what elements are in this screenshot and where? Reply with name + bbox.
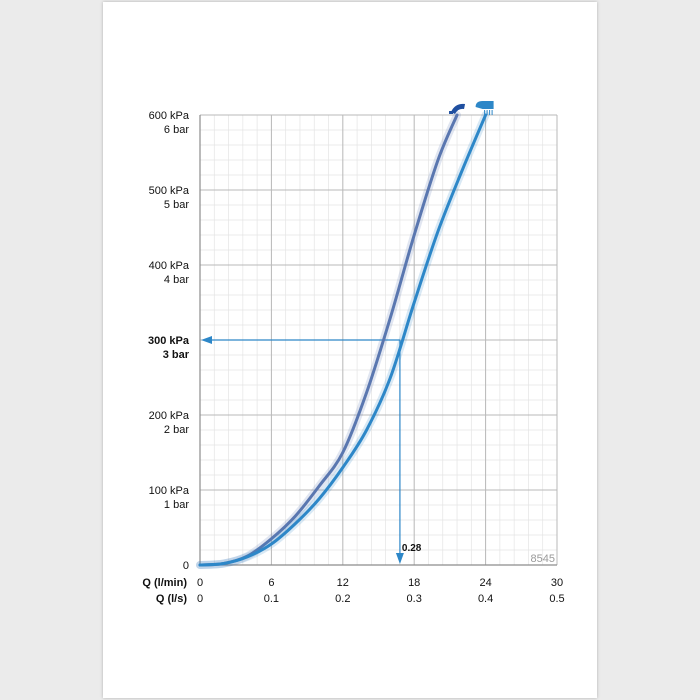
y-tick-label-kpa: 600 kPa	[149, 110, 190, 122]
tick-labels: 0 100 kPa 1 bar 200 kPa 2 bar 300 kPa 3 bar 400…	[142, 110, 564, 605]
x-tick-label-lpm: 6	[268, 577, 274, 589]
major-grid	[199, 114, 558, 566]
series-2-line	[198, 113, 488, 567]
annotation-arrow-left	[201, 336, 212, 344]
annotation-label: 0.28	[402, 543, 422, 554]
curves	[196, 111, 490, 569]
x-axis-label-ls: Q (l/s)	[156, 593, 188, 605]
chart-sheet: 0.28 0 100 kPa 1 bar 200 kPa 2 bar 300 kPa 3 b…	[103, 2, 597, 698]
x-tick-label-ls: 0.3	[407, 593, 422, 605]
y-tick-label-bar: 4 bar	[164, 274, 189, 286]
x-tick-label-lpm: 30	[551, 577, 563, 589]
flow-pressure-chart: 0.28 0 100 kPa 1 bar 200 kPa 2 bar 300 kPa 3 b…	[142, 101, 565, 605]
x-tick-label-lpm: 24	[479, 577, 491, 589]
shower-arm-shape	[449, 111, 454, 114]
y-tick-label-bar: 3 bar	[163, 349, 190, 361]
y-tick-label-kpa: 200 kPa	[149, 410, 190, 422]
y-tick-label: 0	[183, 560, 189, 572]
x-tick-label-ls: 0.2	[335, 593, 350, 605]
hand-shower-body	[475, 101, 494, 109]
y-tick-label-kpa: 500 kPa	[149, 185, 190, 197]
x-tick-label-lpm: 12	[337, 577, 349, 589]
x-tick-label-lpm: 0	[197, 577, 203, 589]
series-icons	[449, 101, 494, 115]
x-tick-label-lpm: 18	[408, 577, 420, 589]
y-tick-label-bar: 6 bar	[164, 124, 189, 136]
shower-head-shape	[451, 103, 466, 114]
x-tick-label-ls: 0.1	[264, 593, 279, 605]
product-code: 8545	[531, 553, 555, 565]
x-tick-label-ls: 0.4	[478, 593, 493, 605]
reading-annotation: 0.28	[201, 336, 422, 564]
y-tick-label-kpa: 400 kPa	[149, 260, 190, 272]
hand-shower-icon	[475, 101, 494, 115]
y-tick-label-bar: 1 bar	[164, 499, 189, 511]
x-tick-label-ls: 0	[197, 593, 203, 605]
x-tick-label-ls: 0.5	[549, 593, 564, 605]
y-tick-label-kpa: 100 kPa	[149, 485, 190, 497]
annotation-arrow-down	[395, 553, 404, 564]
y-tick-label-bar: 2 bar	[164, 424, 189, 436]
x-axis-label-lpm: Q (l/min)	[142, 577, 187, 589]
y-tick-label-kpa: 300 kPa	[148, 335, 190, 347]
y-tick-label-bar: 5 bar	[164, 199, 189, 211]
shower-head-icon	[449, 103, 466, 114]
